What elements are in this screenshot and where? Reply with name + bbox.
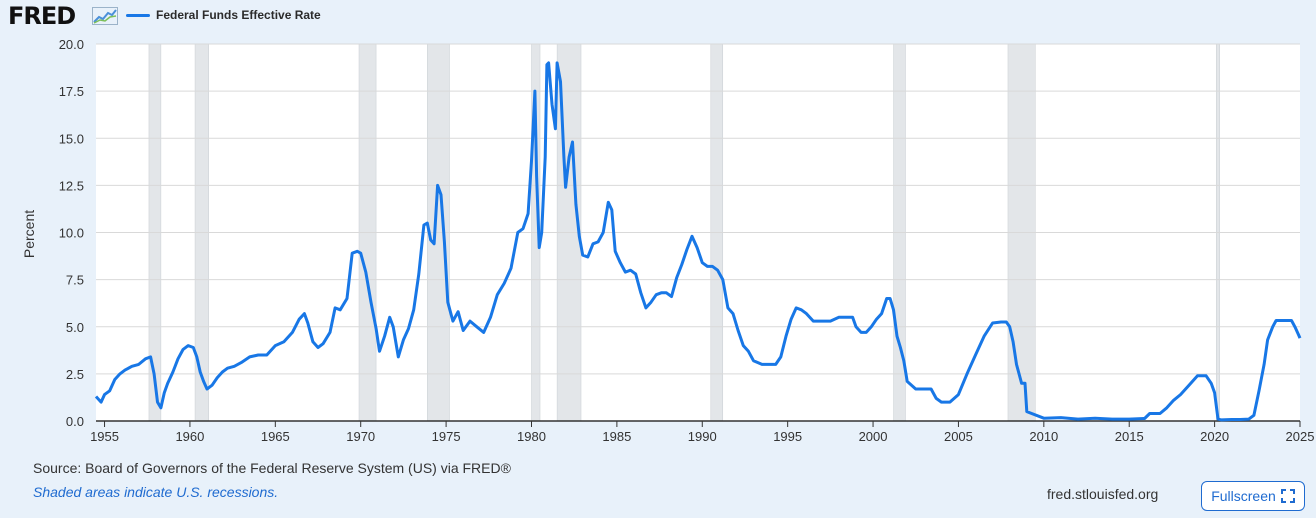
legend-swatch — [126, 13, 150, 17]
x-tick-label: 1990 — [688, 429, 717, 444]
series-line-federal-funds-rate — [94, 61, 1302, 422]
fullscreen-button[interactable]: Fullscreen — [1201, 481, 1305, 511]
x-tick-label: 1980 — [517, 429, 546, 444]
legend: Federal Funds Effective Rate — [126, 8, 321, 22]
x-tick-label: 2025 — [1286, 429, 1315, 444]
fullscreen-label: Fullscreen — [1211, 488, 1276, 504]
site-url[interactable]: fred.stlouisfed.org — [1047, 486, 1159, 502]
x-tick-label: 2015 — [1115, 429, 1144, 444]
chart-header: FRED Federal Funds Effective Rate — [0, 0, 1316, 34]
y-axis-ticks: 0.0 2.5 5.0 7.5 10.0 12.5 15.0 17.5 20.0 — [59, 37, 84, 429]
y-axis-label: Percent — [21, 210, 37, 258]
x-tick-label: 2000 — [859, 429, 888, 444]
y-tick-label: 5.0 — [66, 320, 84, 335]
x-tick-label: 2020 — [1200, 429, 1229, 444]
fred-logo-graph-icon — [92, 7, 118, 25]
fullscreen-icon — [1280, 489, 1295, 503]
x-tick-label: 1985 — [602, 429, 631, 444]
y-tick-label: 15.0 — [59, 131, 84, 146]
recession-note: Shaded areas indicate U.S. recessions. — [33, 484, 279, 500]
y-tick-label: 2.5 — [66, 367, 84, 382]
x-axis-ticks: 1955 1960 1965 1970 1975 1980 1985 1990 1995 2000… — [90, 421, 1314, 444]
x-tick-label: 1960 — [175, 429, 204, 444]
y-tick-label: 12.5 — [59, 178, 84, 193]
x-tick-label: 2010 — [1029, 429, 1058, 444]
y-tick-label: 20.0 — [59, 37, 84, 52]
x-tick-label: 1955 — [90, 429, 119, 444]
x-tick-label: 1965 — [261, 429, 290, 444]
line-chart[interactable]: 0.0 2.5 5.0 7.5 10.0 12.5 15.0 17.5 20.0 1955 196… — [0, 0, 1316, 458]
y-tick-label: 10.0 — [59, 226, 84, 241]
x-tick-label: 1995 — [773, 429, 802, 444]
fred-logo[interactable]: FRED — [8, 2, 76, 30]
y-tick-label: 0.0 — [66, 414, 84, 429]
y-tick-label: 7.5 — [66, 273, 84, 288]
x-tick-label: 1975 — [432, 429, 461, 444]
source-note: Source: Board of Governors of the Federa… — [33, 460, 511, 476]
x-tick-label: 1970 — [346, 429, 375, 444]
y-tick-label: 17.5 — [59, 84, 84, 99]
legend-label: Federal Funds Effective Rate — [156, 8, 321, 22]
x-tick-label: 2005 — [944, 429, 973, 444]
